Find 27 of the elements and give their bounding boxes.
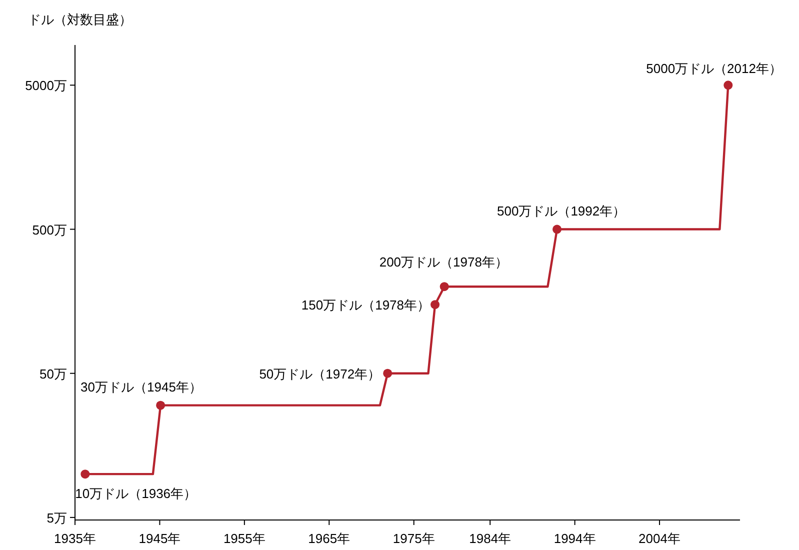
annotation: 150万ドル（1978年） xyxy=(301,298,430,313)
y-tick-label: 500万 xyxy=(32,222,67,238)
annotation: 500万ドル（1992年） xyxy=(497,203,626,218)
point xyxy=(724,80,733,90)
annotation: 200万ドル（1978年） xyxy=(379,254,508,270)
annotation: 30万ドル（1945年） xyxy=(80,379,202,394)
x-tick-label: 1965年 xyxy=(308,531,350,546)
y-axis-title: ドル（対数目盛） xyxy=(28,12,132,27)
y-tick-label: 5万 xyxy=(46,510,67,526)
x-tick-label: 1935年 xyxy=(54,531,96,546)
x-tick-label: 2004年 xyxy=(638,531,680,546)
x-tick-label: 1975年 xyxy=(392,531,435,546)
y-tick-label: 50万 xyxy=(40,366,67,382)
point xyxy=(80,470,90,479)
point xyxy=(552,224,562,234)
point xyxy=(430,300,440,310)
y-tick-label: 5000万 xyxy=(25,78,67,94)
annotation: 5000万ドル（2012年） xyxy=(646,61,782,76)
x-tick-label: 1945年 xyxy=(138,531,181,546)
annotation: 10万ドル（1936年） xyxy=(75,486,197,502)
point xyxy=(440,282,449,292)
annotation: 50万ドル（1972年） xyxy=(259,366,381,382)
point xyxy=(156,400,166,410)
point xyxy=(383,368,392,378)
x-tick-label: 1994年 xyxy=(554,531,596,546)
x-tick-label: 1955年 xyxy=(223,531,266,546)
x-tick-label: 1984年 xyxy=(469,531,512,546)
